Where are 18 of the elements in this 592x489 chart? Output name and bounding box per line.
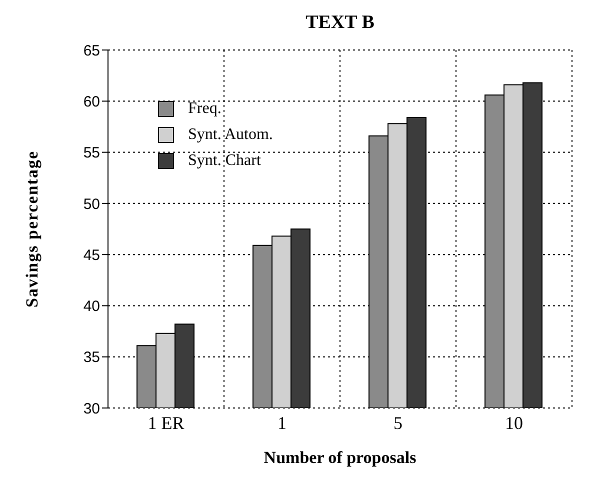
x-tick-label: 5 <box>394 412 402 433</box>
x-axis-title: Number of proposals <box>262 448 418 468</box>
y-tick-label: 65 <box>83 42 100 60</box>
legend-label: Synt. Chart <box>188 151 261 171</box>
legend-label: Synt. Autom. <box>188 125 273 145</box>
y-tick-label: 60 <box>83 93 100 110</box>
legend-label: Freq. <box>188 99 222 119</box>
y-tick-label: 40 <box>83 298 100 316</box>
x-tick-label: 1 <box>278 412 286 433</box>
y-tick-label: 30 <box>83 400 100 418</box>
x-tick-label: 1 ER <box>148 412 184 433</box>
x-tick-label: 10 <box>505 412 523 433</box>
chart-title: TEXT B <box>304 12 376 34</box>
y-tick-label: 35 <box>83 349 100 366</box>
y-tick-label: 55 <box>83 144 100 162</box>
y-tick-label: 50 <box>83 196 100 213</box>
y-tick-label: 45 <box>83 246 100 264</box>
y-axis-title: Savings percentage <box>22 150 42 308</box>
